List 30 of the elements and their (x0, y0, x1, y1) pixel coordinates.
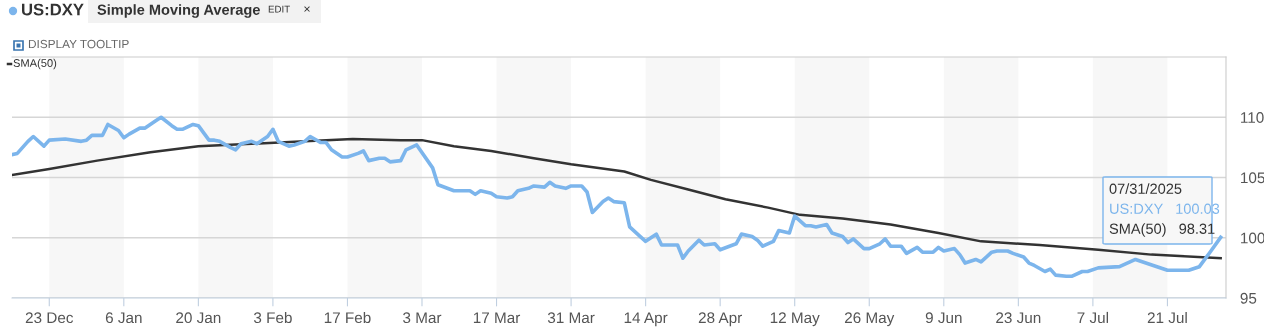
annotation: SMA(50) 98.31 (1109, 223, 1215, 237)
legend-label: SMA(50) (13, 58, 57, 70)
y-tick-label: 105 (1241, 172, 1264, 184)
x-tick-label: 20 Jan (176, 312, 221, 324)
line-series (12, 115, 1223, 279)
x-tick-label: 26 May (844, 312, 895, 327)
x-tick-label: 21 Jul (1147, 311, 1187, 324)
y-tick-label: 110 (1241, 112, 1264, 123)
x-tick-label: 23 Dec (25, 312, 74, 324)
annotation: 07/31/2025 (1109, 183, 1182, 194)
x-tick-label: 28 Apr (698, 312, 742, 327)
text: Simple Moving Average (97, 4, 260, 18)
x-tick-label: 17 Mar (473, 312, 521, 324)
x-tick-label: 23 Jun (996, 312, 1041, 324)
x-tick-label: 12 May (770, 312, 820, 327)
text: EDIT (268, 5, 290, 13)
text: × (304, 6, 310, 12)
y-tick-label: 100 (1241, 232, 1264, 244)
x-tick-label: 3 Feb (253, 311, 292, 324)
x-tick-label: 17 Feb (324, 311, 371, 324)
text: DISPLAY TOOLTIP (28, 39, 129, 49)
line-series (12, 137, 1222, 260)
x-tick-label: 3 Mar (403, 312, 442, 324)
x-tick-label: 14 Apr (624, 312, 668, 327)
x-tick-label: 31 Mar (547, 312, 595, 324)
legend-label: US:DXY (22, 3, 84, 16)
y-tick-label: 95 (1240, 292, 1257, 304)
x-tick-label: 9 Jun (925, 312, 962, 324)
x-tick-label: 6 Jan (105, 312, 142, 324)
x-tick-label: 7 Jul (1077, 311, 1108, 324)
